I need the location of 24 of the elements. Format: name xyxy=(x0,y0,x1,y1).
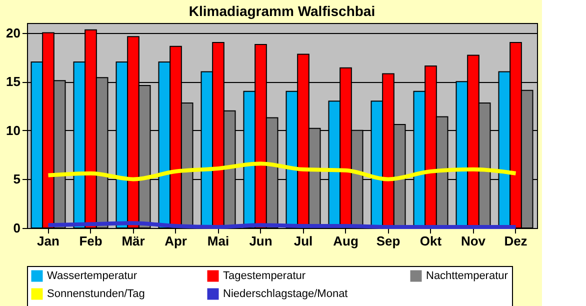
y-tick-label: 0 xyxy=(13,220,20,236)
legend-label: Tagestemperatur xyxy=(223,270,306,282)
legend-label: Wassertemperatur xyxy=(47,270,138,282)
y-tick-label: 10 xyxy=(6,122,20,138)
x-tick-label: Jan xyxy=(37,234,60,248)
x-tick-label: Jun xyxy=(249,234,272,248)
x-tick-label: Mai xyxy=(207,234,230,248)
legend-label: Nachttemperatur xyxy=(426,270,508,282)
x-tick-label: Feb xyxy=(79,234,102,248)
legend-label: Sonnenstunden/Tag xyxy=(47,288,145,300)
y-tick-label: 15 xyxy=(6,74,20,90)
line-series xyxy=(46,162,518,182)
x-tick-label: Aug xyxy=(333,234,358,248)
x-tick-label: Dez xyxy=(504,234,528,248)
y-tick-label: 20 xyxy=(6,25,20,40)
x-tick-label: Sep xyxy=(376,234,400,248)
y-tick-label: 5 xyxy=(13,172,20,187)
legend-label: Niederschlagstage/Monat xyxy=(223,288,348,300)
x-tick-label: Jul xyxy=(294,234,313,248)
x-tick-label: Nov xyxy=(460,234,486,248)
x-tick-label: Okt xyxy=(420,234,442,248)
chart-title: Klimadiagramm Walfischbai xyxy=(188,3,376,19)
x-tick-label: Apr xyxy=(164,234,187,248)
x-tick-label: Mär xyxy=(122,234,145,248)
